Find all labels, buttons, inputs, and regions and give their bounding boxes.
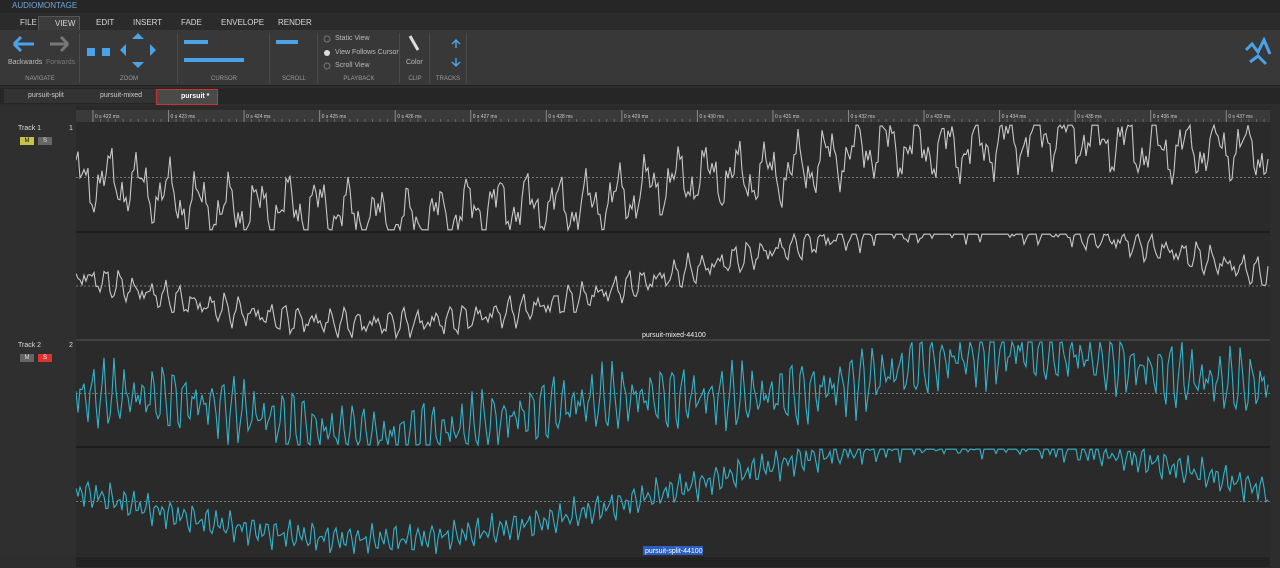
- separator: [79, 33, 80, 83]
- waveform: [76, 123, 1269, 232]
- group-label: CLIP: [408, 76, 422, 82]
- group-label: TRACKS: [435, 76, 461, 82]
- ribbon: Backwards Forwards Static View View Foll…: [0, 30, 1280, 86]
- button-label: Forwards: [46, 59, 76, 66]
- document-tabs: pursuit-split pursuit-mixed pursuit *: [0, 88, 1280, 105]
- separator: [399, 33, 400, 83]
- title-bar: AUDIOMONTAGE: [0, 0, 1280, 13]
- ruler-label: 0 s 423 ms: [171, 114, 196, 120]
- separator: [269, 33, 270, 83]
- menu-bar: FILE VIEW EDIT INSERT FADE ENVELOPE REND…: [0, 14, 1280, 30]
- back-arrow[interactable]: [12, 35, 34, 53]
- solo-button[interactable]: S: [38, 137, 52, 145]
- clip-name[interactable]: pursuit-mixed-44100: [642, 332, 706, 339]
- track-number: 2: [69, 342, 73, 349]
- clip-label-bg: [642, 330, 704, 339]
- button-label[interactable]: Color: [406, 59, 423, 66]
- forward-arrow: [50, 35, 70, 53]
- ribbon-icons: [12, 33, 1272, 70]
- menu-tab[interactable]: INSERT: [133, 18, 163, 27]
- solo-button[interactable]: S: [38, 354, 52, 362]
- ruler-label: 0 s 426 ms: [397, 114, 422, 120]
- document-tab[interactable]: pursuit *: [156, 89, 218, 105]
- waveform: [76, 447, 1269, 554]
- ruler-label: 0 s 422 ms: [95, 114, 120, 120]
- document-tab[interactable]: pursuit-split: [4, 89, 77, 103]
- group-label: NAVIGATE: [25, 76, 55, 82]
- waveforms: [76, 123, 1270, 554]
- radio[interactable]: [324, 50, 330, 56]
- radio[interactable]: [323, 62, 331, 70]
- group-label: SCROLL: [281, 76, 306, 82]
- option-label[interactable]: Scroll View: [335, 62, 370, 69]
- color-icon[interactable]: [408, 35, 420, 51]
- menu-tab[interactable]: FADE: [181, 18, 202, 27]
- radio[interactable]: [323, 35, 331, 43]
- menu-tab[interactable]: FILE: [20, 18, 37, 27]
- menu-tab[interactable]: EDIT: [96, 18, 115, 27]
- option-label[interactable]: Static View: [335, 35, 370, 42]
- ruler-label: 0 s 427 ms: [473, 114, 498, 120]
- ruler-label: 0 s 425 ms: [322, 114, 347, 120]
- menu-tab[interactable]: VIEW: [38, 16, 81, 30]
- menu-tab[interactable]: ENVELOPE: [221, 18, 265, 27]
- waveform: [76, 232, 1269, 340]
- ruler-label: 0 s 436 ms: [1153, 114, 1178, 120]
- menu-tab[interactable]: RENDER: [278, 18, 312, 27]
- ruler-label: 0 s 430 ms: [699, 114, 724, 120]
- track-number: 1: [69, 125, 73, 132]
- group-label: PLAYBACK: [343, 76, 375, 82]
- track-name: Track 2: [18, 342, 42, 349]
- button-label[interactable]: Backwards: [8, 59, 43, 66]
- zoom-icons[interactable]: [87, 33, 156, 68]
- separator: [466, 33, 467, 83]
- document-tab[interactable]: pursuit-mixed: [76, 89, 157, 103]
- separator: [429, 33, 430, 83]
- clip-name[interactable]: pursuit-split-44100: [645, 548, 703, 555]
- track-arrows[interactable]: [451, 38, 461, 68]
- ruler-label: 0 s 424 ms: [246, 114, 271, 120]
- ruler-label: 0 s 431 ms: [775, 114, 800, 120]
- ruler-label: 0 s 428 ms: [548, 114, 573, 120]
- scrollbar[interactable]: [76, 557, 1270, 567]
- group-label: CURSOR: [210, 76, 237, 82]
- ruler-label: 0 s 432 ms: [851, 114, 876, 120]
- ruler-label: 0 s 435 ms: [1077, 114, 1102, 120]
- cursor-icons[interactable]: [184, 40, 298, 62]
- clip-label-bg: [643, 546, 703, 555]
- app-title: AUDIOMONTAGE: [12, 1, 78, 10]
- ruler: [76, 110, 1270, 122]
- mute-button[interactable]: M: [20, 354, 34, 362]
- mute-button[interactable]: M: [20, 137, 34, 145]
- separator: [177, 33, 178, 83]
- logo: [1244, 36, 1272, 66]
- group-label: ZOOM: [120, 76, 138, 82]
- separator: [317, 33, 318, 83]
- track-name: Track 1: [18, 125, 42, 132]
- ruler-label: 0 s 434 ms: [1002, 114, 1027, 120]
- ruler-label: 0 s 433 ms: [926, 114, 951, 120]
- track-area: 0 s 422 ms 0 s 423 ms 0 s 424 ms 0 s 425 ms…: [76, 106, 1270, 567]
- ruler-label: 0 s 437 ms: [1228, 114, 1253, 120]
- track-headers: Track 1 1 M S Track 2 2 M S: [0, 106, 76, 556]
- option-label[interactable]: View Follows Cursor: [335, 49, 399, 56]
- waveform: [76, 340, 1269, 448]
- ruler-label: 0 s 429 ms: [624, 114, 649, 120]
- ruler-ticks: 0 s 422 ms 0 s 423 ms 0 s 424 ms 0 s 425 ms…: [92, 110, 1265, 122]
